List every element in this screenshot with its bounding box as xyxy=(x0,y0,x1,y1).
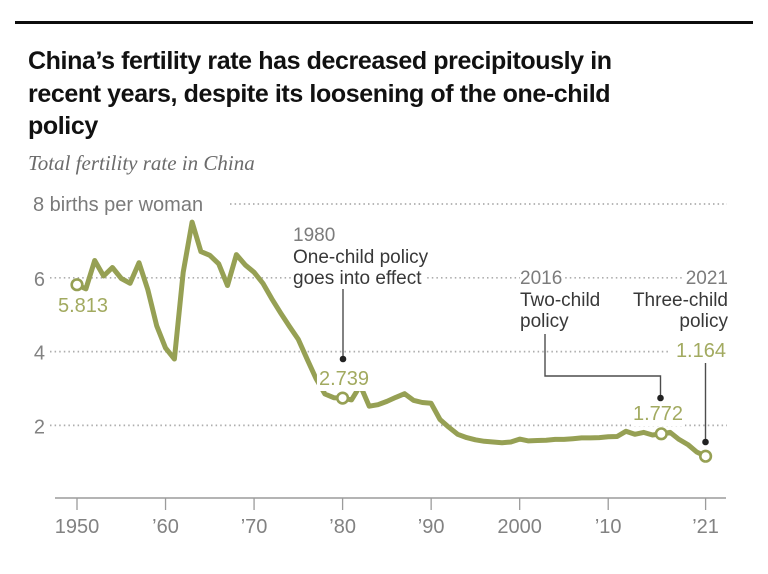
data-point-marker-2016 xyxy=(654,427,668,441)
annotation-2021-text-1: Three-child xyxy=(629,289,728,311)
fertility-line-chart: 8 births per woman 6 4 2 1950 ’60 ’70 ’80 ’90 2… xyxy=(33,194,727,538)
data-point-marker-2021 xyxy=(698,449,713,463)
chart-subtitle: Total fertility rate in China xyxy=(28,151,255,175)
title-line-3: policy xyxy=(28,112,98,140)
annotation-2016-two-child-policy: 2016 Two-child policy xyxy=(520,268,604,333)
x-tick-label-2021: ’21 xyxy=(692,516,719,538)
x-tick-label-1970: ’70 xyxy=(241,516,268,538)
annotation-2016-year: 2016 xyxy=(520,268,566,289)
annotation-2021-year: 2021 xyxy=(682,268,728,289)
x-tick-label-2010: ’10 xyxy=(595,516,622,538)
annotation-1980-one-child-policy: 1980 One-child policy goes into effect xyxy=(293,225,432,290)
x-axis-ticks-group: 1950 ’60 ’70 ’80 ’90 2000 ’10 ’21 xyxy=(55,498,719,538)
data-point-marker-1950 xyxy=(70,278,84,292)
top-rule xyxy=(15,21,753,24)
title-line-1: China’s fertility rate has decreased pre… xyxy=(28,47,612,75)
leader-dot-2021 xyxy=(702,438,709,446)
annotation-1980-text-1: One-child policy xyxy=(293,246,432,268)
annotation-2016-text-1: Two-child xyxy=(520,289,604,311)
x-tick-label-2000: 2000 xyxy=(497,516,542,538)
annotation-leader-lines xyxy=(339,289,709,446)
annotation-2021-three-child-policy: 2021 Three-child policy xyxy=(629,268,728,333)
y-axis-label-6: 6 xyxy=(34,269,45,291)
leader-dot-2016 xyxy=(657,394,664,402)
value-label-2016: 1.772 xyxy=(630,403,686,426)
annotation-2016-text-2: policy xyxy=(520,311,572,332)
y-axis-unit-label: 8 births per woman xyxy=(33,194,203,216)
data-point-markers-group xyxy=(70,278,713,463)
x-tick-label-1990: ’90 xyxy=(418,516,445,538)
x-tick-label-1950: 1950 xyxy=(55,516,100,538)
x-tick-label-1960: ’60 xyxy=(152,516,179,538)
x-tick-label-1980: ’80 xyxy=(329,516,356,538)
annotation-1980-year: 1980 xyxy=(293,225,339,246)
gridlines-group xyxy=(50,203,727,427)
data-point-marker-1980 xyxy=(336,391,350,405)
leader-line-2016 xyxy=(544,334,662,398)
value-label-2021: 1.164 xyxy=(670,340,728,363)
annotation-2021-text-2: policy xyxy=(676,311,728,332)
annotation-1980-text-2: goes into effect xyxy=(293,268,425,289)
title-line-2: recent years, despite its loosening of t… xyxy=(28,79,611,108)
y-axis-label-2: 2 xyxy=(34,416,45,438)
value-label-1950: 5.813 xyxy=(56,295,111,318)
leader-dot-1980 xyxy=(339,355,347,363)
chart-title: China’s fertility rate has decreased pre… xyxy=(28,45,748,143)
fertility-rate-line xyxy=(74,219,709,459)
y-axis-labels-group: 6 4 2 xyxy=(34,269,45,439)
y-axis-label-4: 4 xyxy=(34,343,45,365)
value-label-1980: 2.739 xyxy=(316,368,372,391)
